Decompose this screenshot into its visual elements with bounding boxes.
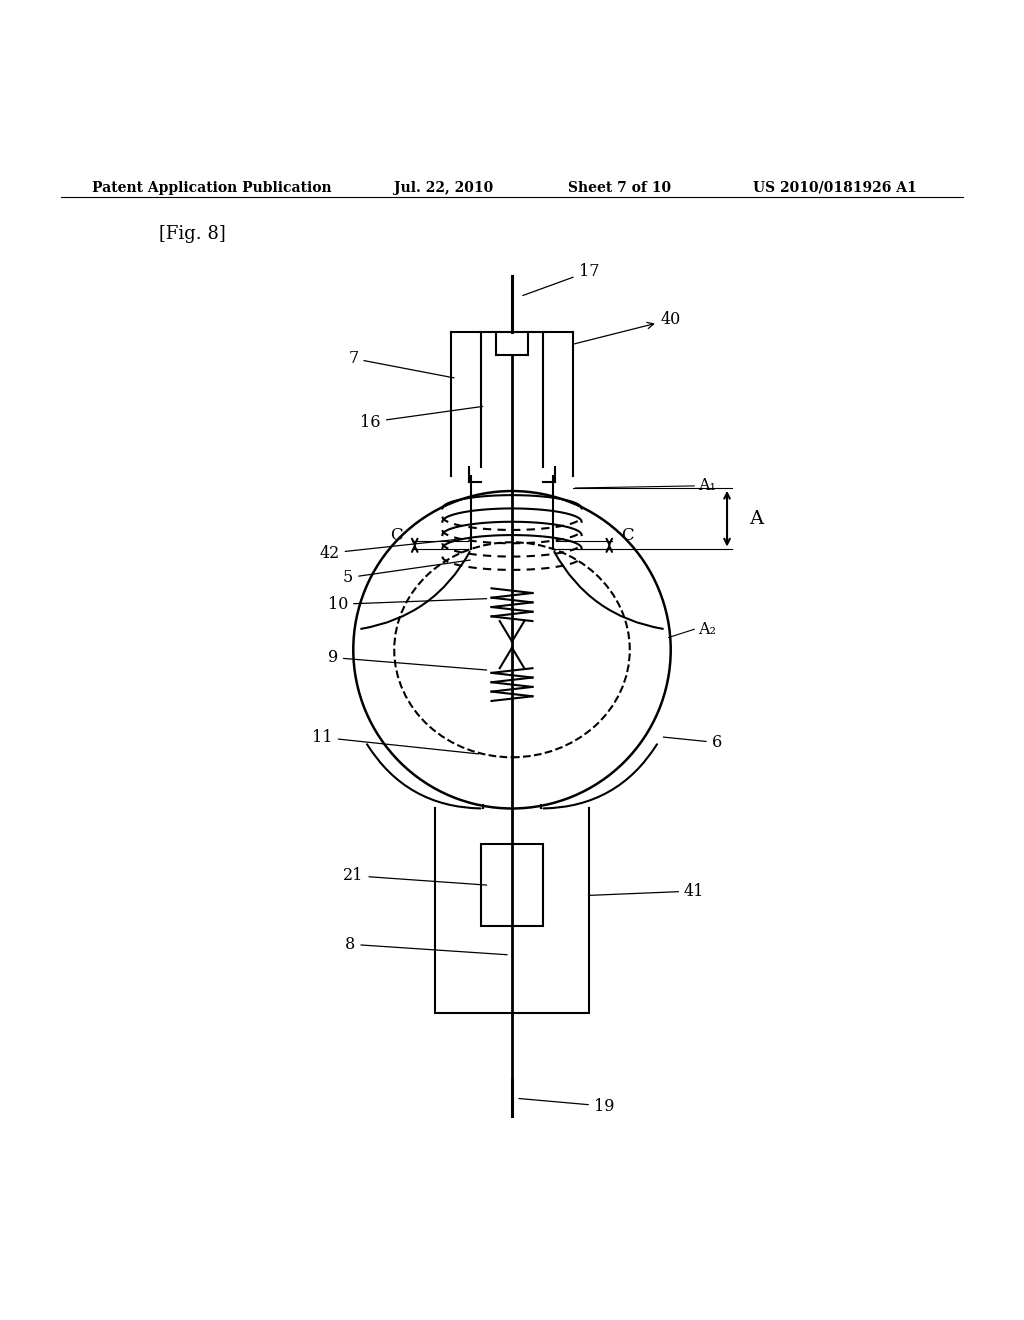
Text: 6: 6 (664, 734, 722, 751)
Text: 19: 19 (519, 1097, 614, 1114)
Text: 11: 11 (312, 729, 478, 754)
Text: 42: 42 (319, 540, 456, 561)
Text: 10: 10 (328, 595, 486, 612)
Text: Patent Application Publication: Patent Application Publication (92, 181, 332, 195)
Text: 9: 9 (328, 649, 486, 671)
Text: 40: 40 (574, 312, 681, 345)
Text: 8: 8 (345, 936, 507, 954)
Text: 5: 5 (343, 560, 470, 586)
Text: 7: 7 (348, 350, 454, 378)
Text: 17: 17 (523, 263, 599, 296)
Text: A₂: A₂ (698, 620, 717, 638)
Text: Jul. 22, 2010: Jul. 22, 2010 (394, 181, 494, 195)
Text: A₁: A₁ (698, 478, 716, 495)
Bar (481, 845, 543, 927)
Text: C: C (390, 527, 402, 544)
Text: [Fig. 8]: [Fig. 8] (159, 224, 225, 243)
Text: A: A (750, 510, 764, 528)
Text: US 2010/0181926 A1: US 2010/0181926 A1 (753, 181, 916, 195)
Text: 21: 21 (343, 867, 486, 886)
Text: 16: 16 (360, 407, 482, 430)
Text: C: C (622, 527, 634, 544)
Text: Sheet 7 of 10: Sheet 7 of 10 (568, 181, 672, 195)
Text: 41: 41 (589, 883, 705, 899)
